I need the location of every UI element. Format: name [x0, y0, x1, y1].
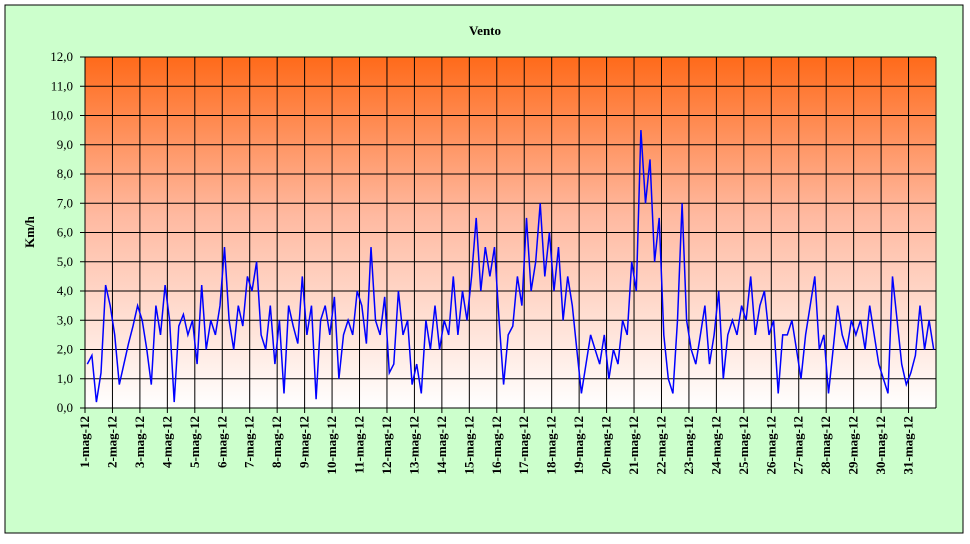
x-tick-label: 28-mag-12 — [818, 416, 833, 475]
x-tick-label: 30-mag-12 — [873, 416, 888, 475]
y-tick-label: 5,0 — [57, 254, 73, 269]
y-tick-label: 10,0 — [50, 108, 73, 123]
x-tick-label: 12-mag-12 — [379, 416, 394, 475]
x-tick-label: 27-mag-12 — [791, 416, 806, 475]
x-tick-label: 15-mag-12 — [461, 416, 476, 475]
x-tick-label: 24-mag-12 — [708, 416, 723, 475]
x-tick-label: 16-mag-12 — [489, 416, 504, 475]
x-tick-label: 17-mag-12 — [516, 416, 531, 475]
y-tick-label: 4,0 — [57, 283, 73, 298]
x-tick-label: 21-mag-12 — [626, 416, 641, 475]
x-tick-label: 29-mag-12 — [846, 416, 861, 475]
y-tick-label: 8,0 — [57, 166, 73, 181]
x-tick-label: 26-mag-12 — [763, 416, 778, 475]
x-tick-label: 1-mag-12 — [77, 416, 92, 468]
y-tick-label: 7,0 — [57, 195, 73, 210]
x-tick-label: 19-mag-12 — [571, 416, 586, 475]
x-tick-label: 5-mag-12 — [187, 416, 202, 468]
x-tick-label: 7-mag-12 — [242, 416, 257, 468]
y-tick-label: 3,0 — [57, 312, 73, 327]
y-tick-label: 1,0 — [57, 371, 73, 386]
x-tick-label: 20-mag-12 — [599, 416, 614, 475]
y-tick-label: 11,0 — [51, 78, 73, 93]
x-tick-label: 13-mag-12 — [406, 416, 421, 475]
y-tick-label: 0,0 — [57, 400, 73, 415]
y-tick-label: 2,0 — [57, 342, 73, 357]
x-tick-label: 3-mag-12 — [132, 416, 147, 468]
x-tick-label: 14-mag-12 — [434, 416, 449, 475]
y-axis-label: Km/h — [22, 215, 37, 248]
y-tick-label: 6,0 — [57, 225, 73, 240]
x-tick-label: 23-mag-12 — [681, 416, 696, 475]
x-tick-label: 18-mag-12 — [544, 416, 559, 475]
x-tick-label: 4-mag-12 — [159, 416, 174, 468]
x-tick-label: 25-mag-12 — [736, 416, 751, 475]
x-tick-label: 8-mag-12 — [269, 416, 284, 468]
x-tick-label: 6-mag-12 — [214, 416, 229, 468]
x-tick-label: 10-mag-12 — [324, 416, 339, 475]
y-tick-label: 9,0 — [57, 137, 73, 152]
x-tick-label: 2-mag-12 — [104, 416, 119, 468]
data-line — [86, 130, 935, 403]
x-tick-label: 22-mag-12 — [653, 416, 668, 475]
x-tick-label: 9-mag-12 — [297, 416, 312, 468]
y-tick-label: 12,0 — [50, 49, 73, 64]
x-tick-label: 31-mag-12 — [901, 416, 916, 475]
chart-title: Vento — [469, 23, 501, 38]
x-tick-label: 11-mag-12 — [352, 416, 367, 474]
